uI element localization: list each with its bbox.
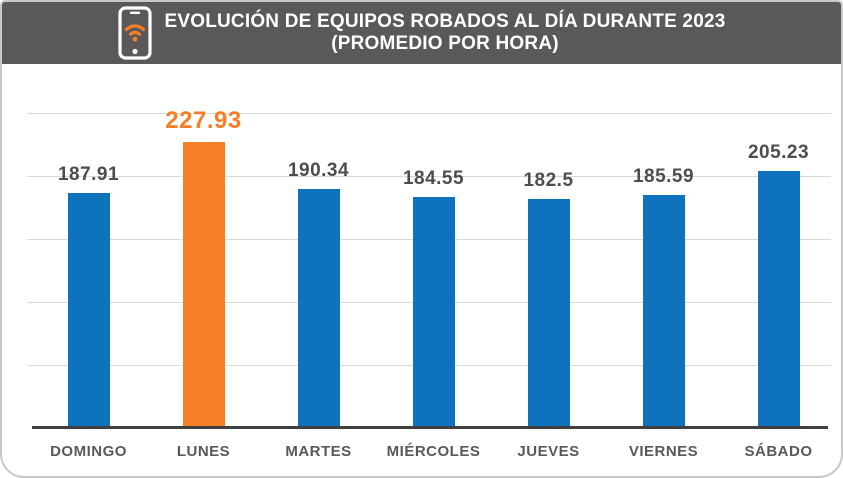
chart-subtitle: (PROMEDIO POR HORA) (331, 33, 559, 54)
bar-column: 187.91 (31, 64, 146, 429)
bar-column: 190.34 (261, 64, 376, 429)
bar-value-label: 187.91 (57, 163, 120, 185)
chart-title-block: EVOLUCIÓN DE EQUIPOS ROBADOS AL DÍA DURA… (164, 11, 725, 55)
bar-value-label: 205.23 (747, 141, 810, 163)
bar-value-label: 184.55 (402, 167, 465, 189)
chart-header: EVOLUCIÓN DE EQUIPOS ROBADOS AL DÍA DURA… (2, 2, 841, 64)
bar-column: 205.23 (721, 64, 836, 429)
x-axis-label: LUNES (176, 443, 231, 460)
plot-area: 187.91 227.93 190.34 184.55 182.5 185.59 205.2… (2, 64, 841, 429)
bar-value-label: 227.93 (165, 107, 242, 135)
x-axis-label: MIÉRCOLES (386, 443, 481, 460)
bar-value-label: 190.34 (287, 160, 350, 182)
bar (527, 199, 570, 429)
bar-column: 184.55 (376, 64, 491, 429)
bar (297, 189, 340, 429)
bar-column: 185.59 (606, 64, 721, 429)
bar (412, 196, 455, 429)
bar (642, 195, 685, 429)
phone-wifi-icon (117, 6, 153, 60)
chart-title: EVOLUCIÓN DE EQUIPOS ROBADOS AL DÍA DURA… (164, 11, 726, 33)
x-axis-labels: DOMINGO LUNES MARTES MIÉRCOLES JUEVES VIERNES… (31, 427, 836, 476)
gridline (27, 113, 831, 115)
bar (67, 192, 110, 429)
bar-value-label: 182.5 (523, 170, 574, 192)
x-axis-label: VIERNES (628, 443, 699, 460)
bar (757, 170, 800, 429)
x-axis-label: JUEVES (517, 443, 580, 460)
x-axis-label: SÁBADO (744, 443, 813, 460)
bar-column: 182.5 (491, 64, 606, 429)
gridline (27, 176, 831, 178)
x-axis-line (32, 426, 828, 429)
x-axis-label: MARTES (285, 443, 352, 460)
bar-value-label: 185.59 (632, 166, 695, 188)
bar-highlighted (182, 142, 225, 429)
bar-column: 227.93 (146, 64, 261, 429)
x-axis-label: DOMINGO (50, 443, 127, 460)
bars-container: 187.91 227.93 190.34 184.55 182.5 185.59 205.2… (31, 64, 836, 429)
